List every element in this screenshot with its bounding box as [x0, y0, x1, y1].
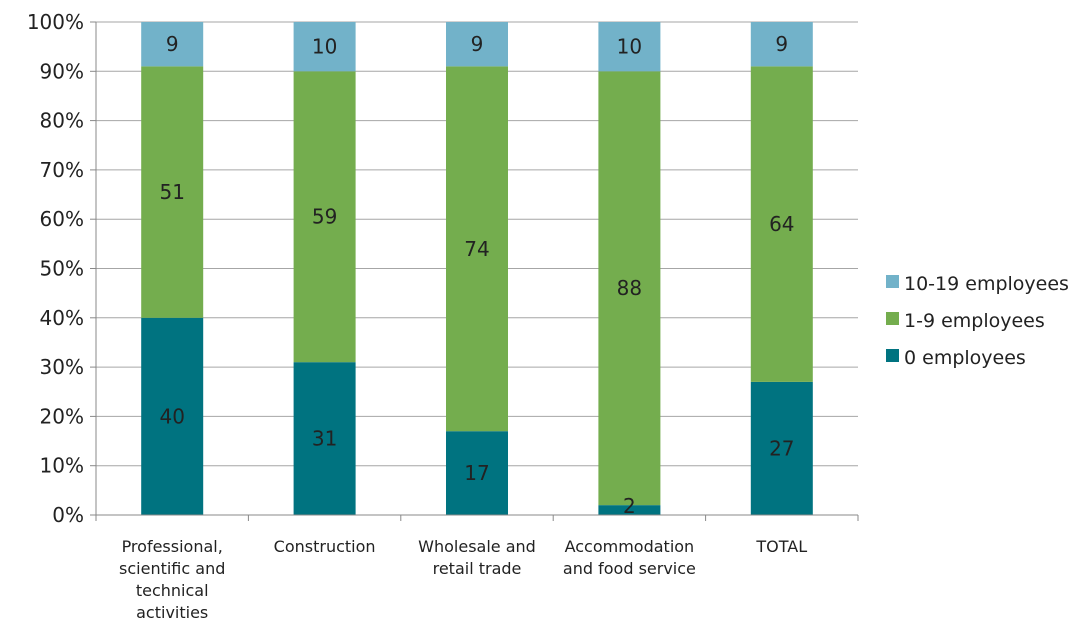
bar-segment [446, 22, 508, 67]
bar-segment [293, 22, 356, 72]
data-label: 51 [159, 180, 184, 204]
data-label: 64 [769, 212, 794, 236]
y-tick-label: 100% [27, 10, 84, 34]
data-label: 10 [312, 35, 337, 59]
legend: 10-19 employees 1-9 employees 0 employees [886, 273, 1069, 369]
x-category-label-line: Professional, [122, 537, 223, 556]
bar-segment [598, 71, 661, 506]
bar-segment [141, 22, 204, 67]
y-tick-label: 80% [40, 109, 84, 133]
bar-segment [141, 66, 204, 318]
data-label: 10 [617, 35, 642, 59]
bar-segment [598, 505, 661, 515]
legend-swatch [886, 275, 899, 288]
data-label: 17 [464, 461, 489, 485]
bar-segment [293, 71, 356, 363]
bar-segment [598, 22, 661, 72]
y-tick-label: 10% [40, 454, 84, 478]
x-category-label: Professional, scientific and technical acti… [119, 537, 225, 622]
x-category-label-line: technical [136, 581, 209, 600]
x-category-label: TOTAL [755, 537, 807, 556]
bar-segment [750, 22, 813, 67]
bar-segment [293, 362, 356, 515]
data-label: 40 [159, 404, 184, 428]
y-tick-label: 70% [40, 158, 84, 182]
bars [141, 22, 813, 515]
legend-label: 1-9 employees [904, 310, 1045, 332]
x-category-label-line: Accommodation [565, 537, 695, 556]
data-labels: 40 51 9 31 59 10 17 74 9 2 88 10 27 64 9 [159, 32, 794, 518]
y-tick-label: 90% [40, 59, 84, 83]
x-category-label: Construction [274, 537, 376, 556]
x-category-label-line: Construction [274, 537, 376, 556]
legend-label: 0 employees [904, 347, 1026, 369]
x-category-label: Wholesale and retail trade [418, 537, 536, 578]
legend-swatch [886, 312, 899, 325]
y-tick-label: 60% [40, 207, 84, 231]
data-label: 88 [617, 276, 642, 300]
data-label: 74 [464, 237, 489, 261]
x-category-label-line: retail trade [433, 559, 522, 578]
legend-swatch [886, 349, 899, 362]
y-tick-label: 0% [52, 503, 84, 527]
data-label: 9 [775, 32, 788, 56]
bar-segment [446, 431, 508, 515]
x-category-label-line: scientific and [119, 559, 225, 578]
data-label: 9 [166, 32, 179, 56]
y-tick-label: 30% [40, 355, 84, 379]
data-label: 31 [312, 427, 337, 451]
y-tick-label: 50% [40, 257, 84, 281]
x-category-label-line: Wholesale and [418, 537, 536, 556]
x-category-label-line: activities [136, 603, 208, 622]
data-label: 9 [471, 32, 484, 56]
axes: 0% 10% 20% 30% 40% 50% 60% 70% 80% 90% 100% Profess… [27, 10, 859, 622]
bar-segment [750, 66, 813, 382]
data-label: 59 [312, 205, 337, 229]
y-tick-label: 40% [40, 306, 84, 330]
x-category-label: Accommodation and food service [563, 537, 696, 578]
x-category-label-line: and food service [563, 559, 696, 578]
bar-segment [446, 66, 508, 432]
x-category-label-line: TOTAL [755, 537, 807, 556]
data-label: 2 [623, 494, 636, 518]
data-label: 27 [769, 436, 794, 460]
bar-segment [141, 317, 204, 515]
legend-label: 10-19 employees [904, 273, 1069, 295]
bar-segment [750, 381, 813, 515]
y-tick-label: 20% [40, 404, 84, 428]
